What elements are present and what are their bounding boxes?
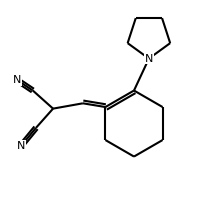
Text: N: N <box>145 54 153 63</box>
Text: N: N <box>13 75 21 85</box>
Text: N: N <box>17 141 25 151</box>
